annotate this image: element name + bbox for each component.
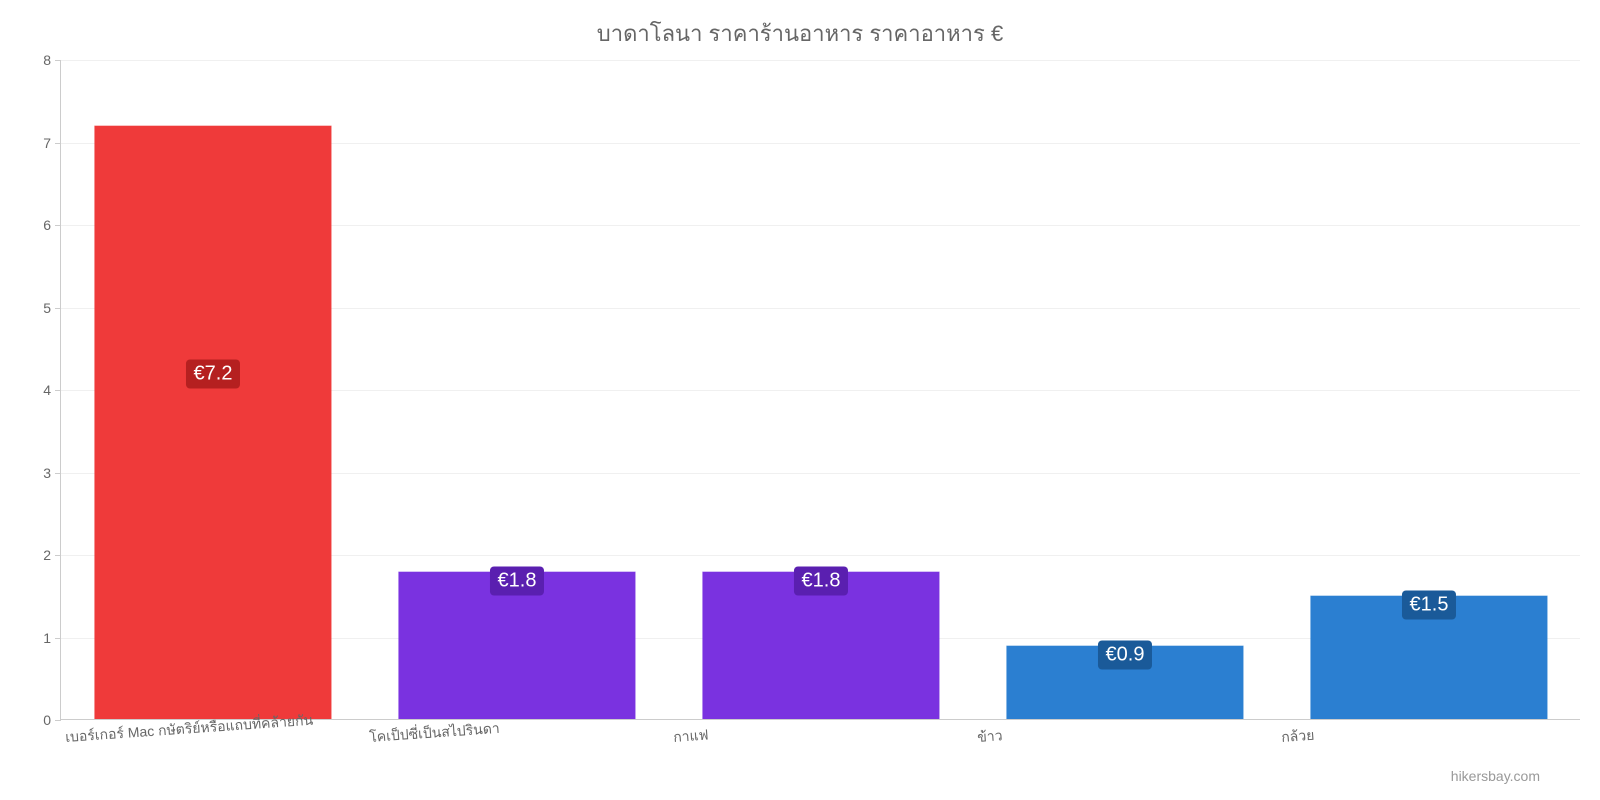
y-tick-label: 8 (21, 52, 61, 68)
y-tick-label: 6 (21, 217, 61, 233)
bar: €1.8 (702, 571, 939, 720)
y-tick-label: 2 (21, 547, 61, 563)
bar-slot: €1.8กาแฟ (669, 60, 973, 719)
y-tick-label: 0 (21, 712, 61, 728)
x-axis-label: โคเป็ปซี่เป็นสไปรินดา (368, 710, 500, 749)
x-axis-label: ข้าว (976, 717, 1003, 749)
bar-slot: €0.9ข้าว (973, 60, 1277, 719)
y-tick-label: 1 (21, 630, 61, 646)
bar: €1.8 (398, 571, 635, 720)
y-tick-label: 4 (21, 382, 61, 398)
bar-slot: €1.8โคเป็ปซี่เป็นสไปรินดา (365, 60, 669, 719)
bars-row: €7.2เบอร์เกอร์ Mac กษัตริย์หรือแถบที่คล้… (61, 60, 1580, 719)
y-tick-label: 5 (21, 300, 61, 316)
y-tick-label: 7 (21, 135, 61, 151)
bar: €1.5 (1310, 595, 1547, 719)
bar-slot: €1.5กล้วย (1277, 60, 1581, 719)
bar: €0.9 (1006, 645, 1243, 719)
value-badge: €1.8 (794, 566, 849, 595)
attribution: hikersbay.com (1451, 768, 1540, 784)
bar: €7.2 (94, 125, 331, 719)
x-axis-label: กล้วย (1280, 717, 1315, 749)
chart-title: บาดาโลนา ราคาร้านอาหาร ราคาอาหาร € (0, 10, 1600, 51)
x-axis-label: กาแฟ (672, 717, 709, 749)
value-badge: €0.9 (1098, 640, 1153, 669)
plot-area: 012345678€7.2เบอร์เกอร์ Mac กษัตริย์หรือ… (60, 60, 1580, 720)
bar-chart: บาดาโลนา ราคาร้านอาหาร ราคาอาหาร € 01234… (0, 10, 1600, 790)
value-badge: €1.5 (1402, 591, 1457, 620)
value-badge: €7.2 (186, 360, 241, 389)
value-badge: €1.8 (490, 566, 545, 595)
bar-slot: €7.2เบอร์เกอร์ Mac กษัตริย์หรือแถบที่คล้… (61, 60, 365, 719)
y-tick-label: 3 (21, 465, 61, 481)
